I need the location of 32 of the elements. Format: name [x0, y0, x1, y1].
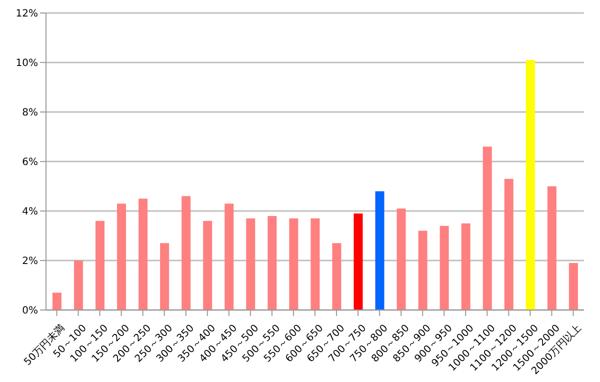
bar [332, 243, 342, 310]
bar [547, 186, 556, 310]
bar [246, 218, 256, 310]
bar [504, 178, 514, 310]
bar [117, 204, 126, 310]
bar [203, 220, 212, 310]
y-tick-label: 0% [22, 306, 38, 317]
bar [526, 60, 535, 310]
bar [74, 260, 83, 310]
y-tick-label: 2% [22, 256, 38, 268]
y-tick-label: 8% [22, 108, 38, 119]
bar [461, 223, 470, 310]
bar [268, 216, 277, 310]
y-tick-label: 4% [22, 206, 38, 218]
bar [396, 208, 406, 310]
y-tick-label: 10% [16, 58, 38, 70]
bar [95, 220, 104, 310]
bar [138, 198, 148, 310]
bar [52, 292, 62, 310]
bar [568, 262, 578, 310]
y-tick-label: 6% [22, 157, 38, 168]
bar [375, 191, 384, 310]
y-tick-label: 12% [16, 8, 38, 20]
bar [182, 196, 191, 310]
bar [289, 218, 298, 310]
bar [224, 204, 234, 310]
bar [482, 146, 492, 310]
bar [354, 213, 363, 310]
bar [440, 226, 449, 310]
bar [160, 243, 170, 310]
bar [310, 218, 320, 310]
bar [418, 230, 428, 310]
